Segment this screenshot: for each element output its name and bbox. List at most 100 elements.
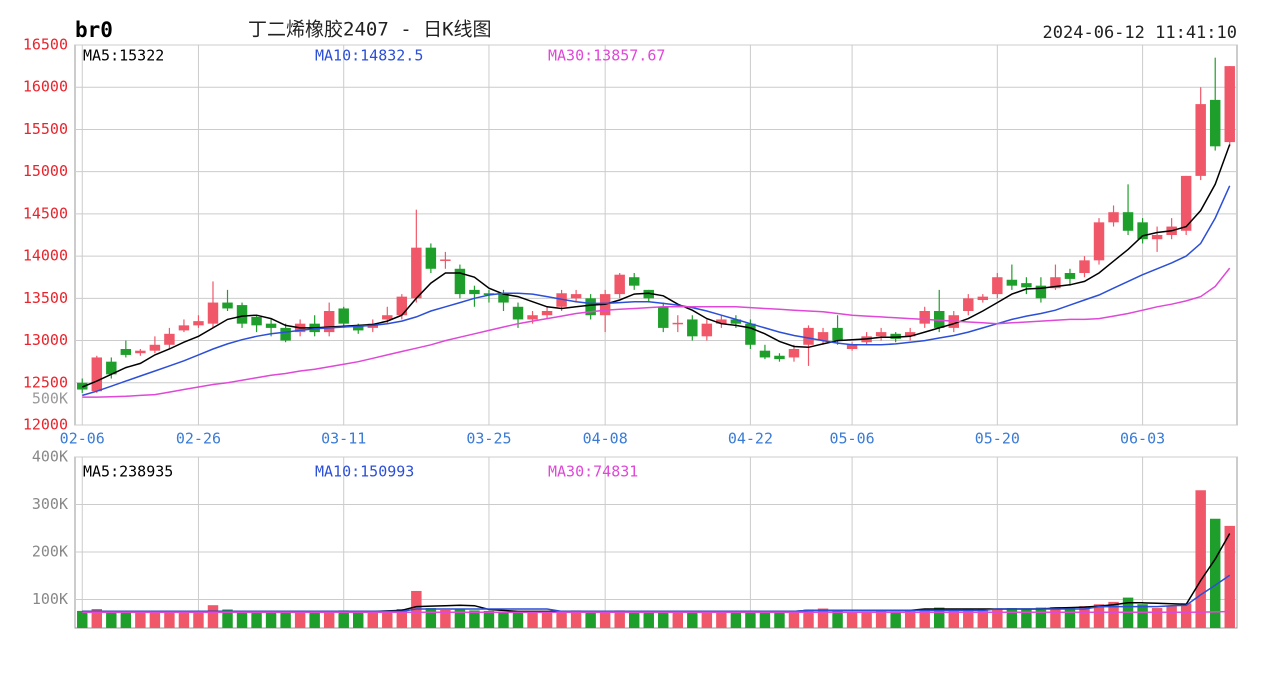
candle-body [977, 296, 989, 301]
y-tick-label: 12000 [23, 416, 68, 434]
volume-bar [440, 609, 451, 628]
volume-bar [149, 611, 161, 628]
candle-body [1180, 175, 1192, 231]
volume-bar [178, 612, 190, 628]
candle-body [890, 333, 901, 339]
x-tick-label: 05-20 [975, 430, 1020, 448]
y-tick-label: 13500 [23, 289, 68, 307]
candle-body [353, 325, 364, 331]
volume-bar [992, 608, 1003, 628]
volume-bar [396, 609, 408, 628]
candle-body [716, 319, 727, 324]
candle-body [803, 327, 814, 345]
x-tick-label: 02-06 [60, 430, 105, 448]
volume-bar [788, 611, 800, 628]
volume-bar [483, 610, 495, 628]
symbol: br0 [75, 18, 113, 42]
candle-body [164, 333, 175, 345]
candle-body [512, 306, 524, 320]
volume-bar [353, 611, 364, 628]
candle-body [774, 355, 785, 360]
volume-bar [687, 611, 698, 628]
candle-body [1006, 279, 1018, 286]
volume-bar [861, 611, 872, 628]
candle-body [672, 322, 684, 325]
candle-body [628, 277, 640, 286]
candle-body [875, 332, 887, 337]
volume-bar [1079, 606, 1090, 628]
volume-bar [1209, 518, 1221, 628]
volume-bar [1050, 607, 1061, 628]
candle-body [149, 344, 161, 351]
timestamp: 2024-06-12 11:41:10 [1043, 23, 1237, 43]
volume-bar [1035, 607, 1047, 628]
volume-bar [1021, 609, 1032, 628]
volume-bar [512, 611, 524, 628]
y-tick-label: 400K [32, 448, 68, 466]
volume-bar [367, 611, 378, 628]
candle-body [1224, 66, 1235, 143]
x-tick-label: 03-11 [321, 430, 366, 448]
x-tick-label: 03-25 [466, 430, 511, 448]
volume-bar [977, 609, 989, 628]
volume-bar [701, 611, 713, 628]
candle-body [846, 344, 858, 349]
candle-body [1035, 285, 1047, 299]
candle-body [1021, 283, 1032, 288]
volume-bar [164, 611, 175, 628]
candle-body [832, 327, 843, 341]
volume-bar [730, 611, 742, 628]
volume-bar [846, 612, 858, 628]
ma-line [82, 144, 1231, 388]
candle-body [701, 323, 713, 337]
volume-bar [469, 610, 480, 628]
volume-bar [759, 611, 771, 628]
volume-bar [207, 605, 219, 628]
x-tick-label: 06-03 [1120, 430, 1165, 448]
volume-bar [382, 610, 393, 628]
candle-body [1093, 222, 1105, 261]
legend-entry: MA5:238935 [83, 463, 173, 481]
candle-body [585, 298, 596, 316]
ma-line [82, 610, 1230, 614]
y-tick-label: 13000 [23, 331, 68, 349]
candle-body [251, 316, 262, 326]
candle-body [207, 302, 219, 324]
candle-body [788, 349, 800, 358]
candle-body [91, 357, 103, 392]
volume-bar [614, 610, 625, 628]
candle-body [135, 350, 146, 354]
candle-body [77, 382, 88, 390]
candle-body [280, 327, 291, 341]
candle-body [992, 277, 1003, 295]
volume-bar [599, 610, 611, 628]
candle-body [1195, 104, 1206, 176]
volume-bar [323, 611, 335, 628]
volume-bar [106, 611, 117, 628]
volume-bar [745, 611, 756, 628]
volume-bar [309, 611, 320, 628]
ma-line [82, 267, 1231, 398]
y-tick-label: 14500 [23, 204, 68, 222]
volume-bar [628, 610, 640, 628]
candle-body [1137, 222, 1148, 240]
volume-bar [570, 610, 582, 628]
volume-bar [454, 609, 466, 628]
candle-body [687, 319, 698, 337]
candle-body [469, 289, 480, 295]
y-tick-label: 16000 [23, 78, 68, 96]
candle-body [396, 296, 408, 316]
x-tick-label: 04-22 [728, 430, 773, 448]
volume-bar [1180, 603, 1192, 628]
chart-title: 丁二烯橡胶2407 - 日K线图 [248, 19, 492, 41]
volume-bar [527, 611, 538, 628]
candle-body [614, 274, 625, 295]
ma-line [82, 185, 1231, 397]
candle-body [963, 298, 974, 311]
legend-entry: MA30:13857.67 [548, 47, 665, 65]
volume-bar [251, 611, 262, 628]
x-tick-label: 02-26 [176, 430, 221, 448]
volume-bar [236, 610, 248, 628]
volume-bar [541, 611, 553, 628]
